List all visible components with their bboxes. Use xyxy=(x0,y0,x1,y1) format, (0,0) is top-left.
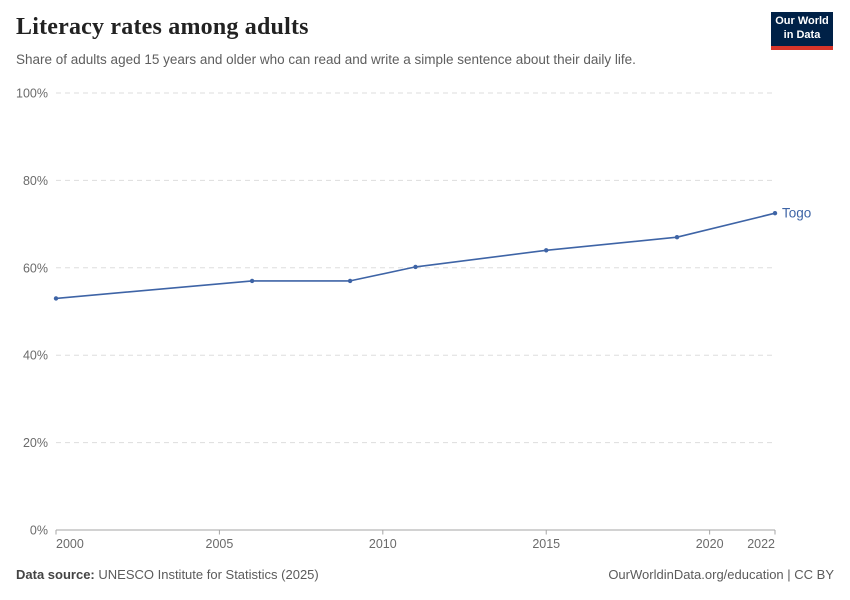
x-axis-tick-label: 2005 xyxy=(206,537,234,551)
chart-title: Literacy rates among adults xyxy=(16,14,309,40)
data-point xyxy=(544,248,549,253)
y-axis-tick-label: 20% xyxy=(23,436,48,450)
data-source-value: UNESCO Institute for Statistics (2025) xyxy=(98,567,319,582)
chart-subtitle: Share of adults aged 15 years and older … xyxy=(16,52,636,67)
series-end-label[interactable]: Togo xyxy=(782,206,811,221)
data-source-label: Data source: xyxy=(16,567,95,582)
y-axis-tick-label: 0% xyxy=(30,524,48,538)
chart-footer: Data source: UNESCO Institute for Statis… xyxy=(16,567,834,582)
owid-logo-line2: in Data xyxy=(783,29,821,41)
data-point xyxy=(249,278,255,284)
data-source-line[interactable]: Data source: UNESCO Institute for Statis… xyxy=(16,567,319,582)
x-axis-tick-label: 2020 xyxy=(696,537,724,551)
data-point xyxy=(347,278,353,284)
data-point xyxy=(413,264,418,270)
y-axis-tick-label: 60% xyxy=(23,261,48,275)
data-point xyxy=(674,235,680,240)
series-line-togo[interactable] xyxy=(55,212,776,300)
credit-link[interactable]: OurWorldinData.org/education | CC BY xyxy=(608,567,834,582)
data-point xyxy=(53,296,59,301)
owid-logo[interactable]: Our World in Data xyxy=(771,12,833,50)
data-point xyxy=(772,211,778,216)
y-axis-tick-label: 100% xyxy=(16,87,48,101)
x-axis-tick-label: 2010 xyxy=(369,537,397,551)
x-axis-tick-label: 2015 xyxy=(532,537,560,551)
x-axis-tick-label: 2000 xyxy=(56,537,84,551)
x-axis-tick-label: 2022 xyxy=(747,537,775,551)
owid-logo-line1: Our World xyxy=(775,15,829,28)
y-axis-tick-label: 80% xyxy=(23,174,48,188)
y-axis-tick-label: 40% xyxy=(23,349,48,363)
